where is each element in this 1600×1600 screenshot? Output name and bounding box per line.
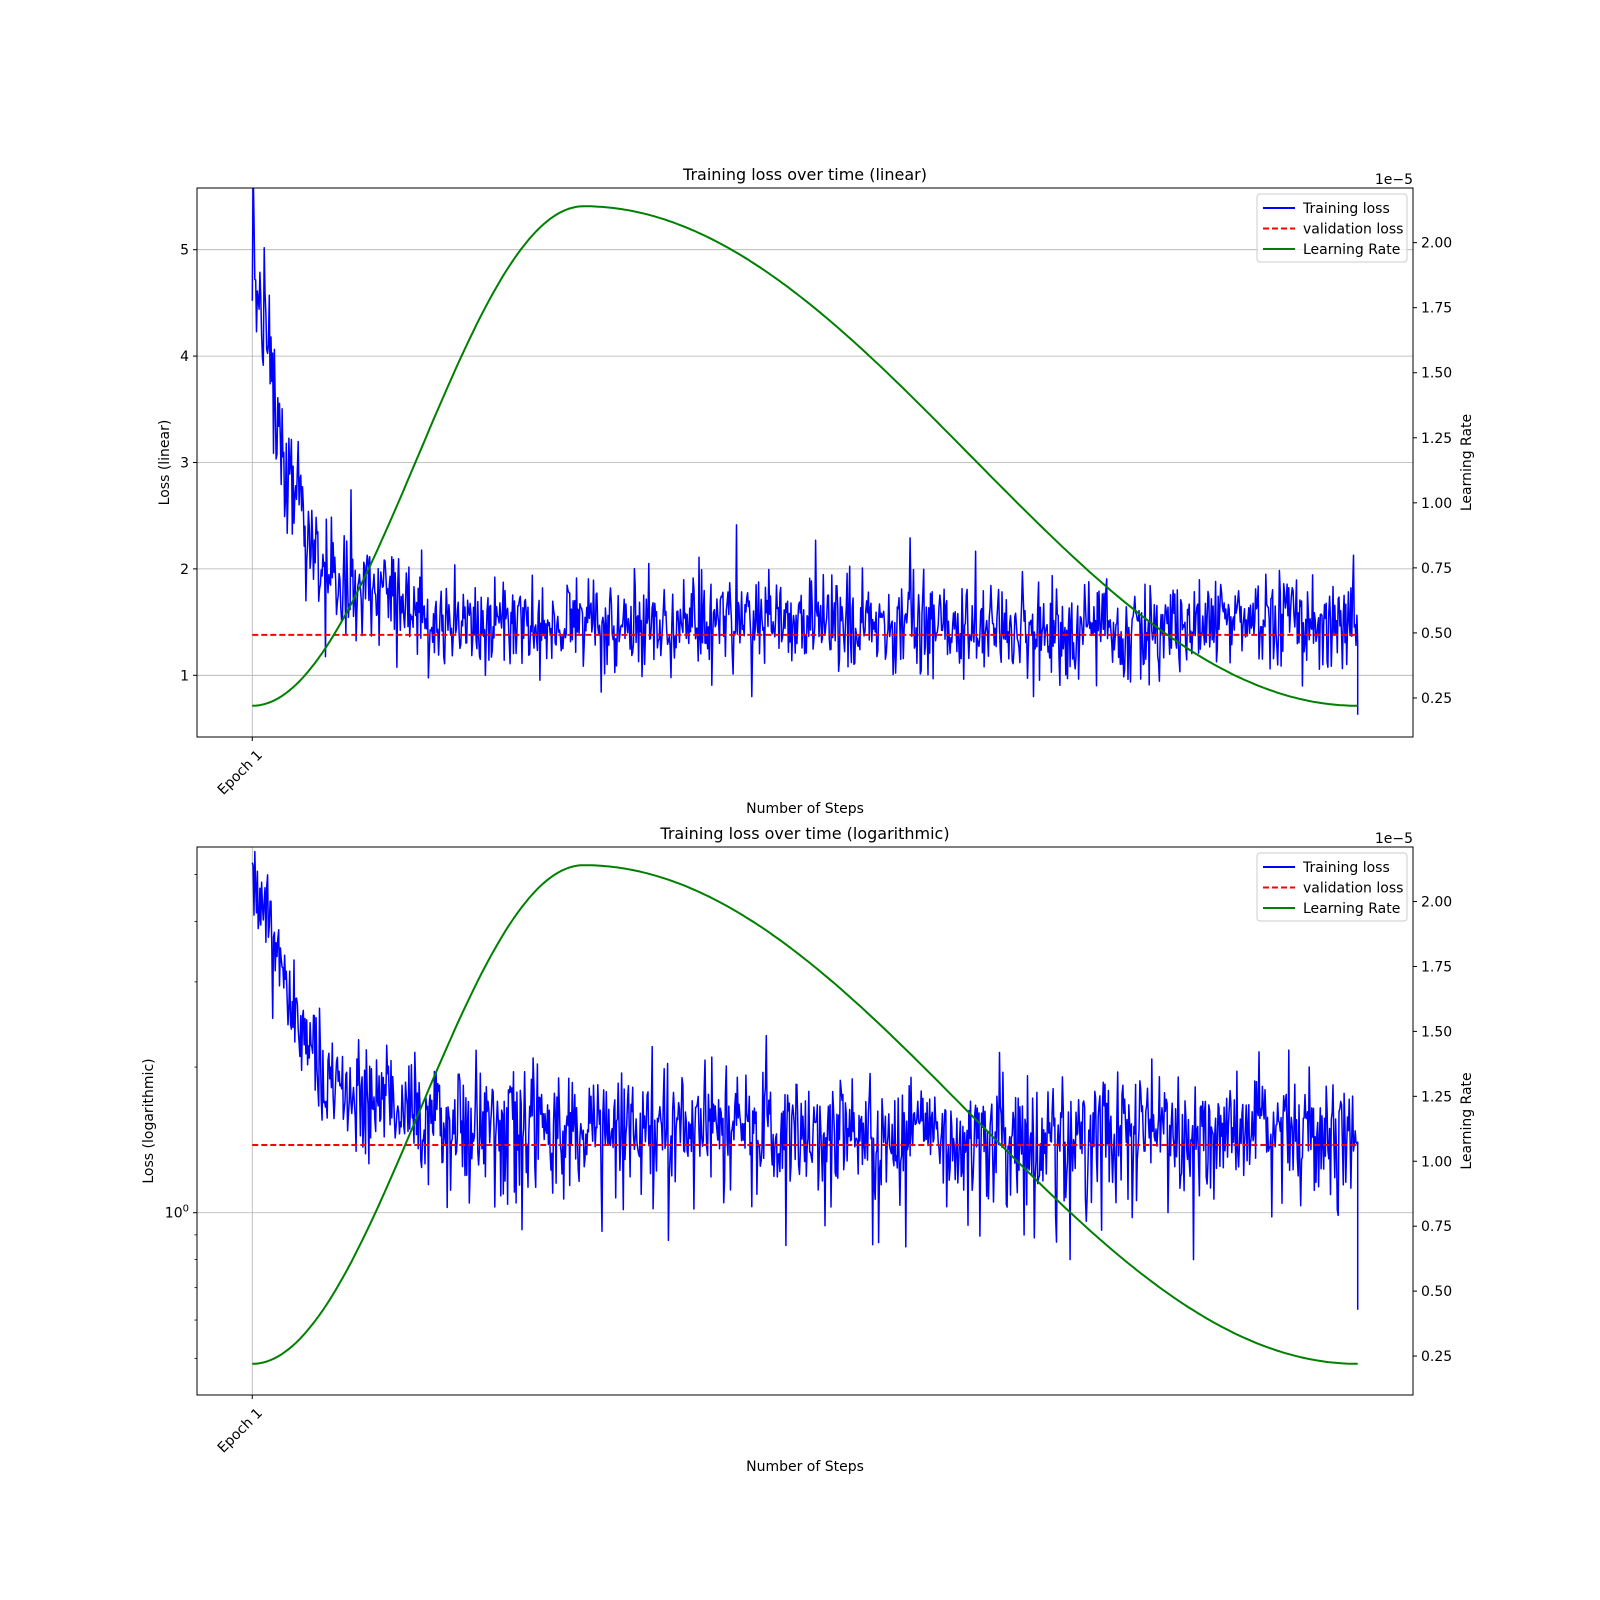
y2-tick-label: 1.00 [1421, 496, 1452, 512]
x-tick-label: Epoch 1 [215, 747, 266, 798]
y2-tick-label: 0.50 [1421, 626, 1452, 642]
y2-tick-label: 1.75 [1421, 959, 1452, 975]
y2-tick-label: 2.00 [1421, 895, 1452, 911]
legend-label: Training loss [1302, 201, 1390, 217]
series-line-training-loss [251, 188, 1359, 715]
y-axis-label: Loss (linear) [157, 420, 173, 506]
y2-tick-label: 0.25 [1421, 1349, 1452, 1365]
y2-tick-label: 1.25 [1421, 431, 1452, 447]
legend-box [1256, 193, 1408, 263]
y2-tick-label: 1.50 [1421, 366, 1452, 382]
y2-offset-text: 1e−5 [1375, 831, 1413, 847]
y2-tick-label: 1.00 [1421, 1154, 1452, 1170]
x-axis-label: Number of Steps [746, 801, 864, 817]
legend: Training loss validation loss Learning Rat… [1256, 852, 1408, 922]
y-tick-label-exponent: 0 [183, 1204, 189, 1215]
legend-label: validation loss [1303, 881, 1403, 897]
y2-axis-label: Learning Rate [1459, 414, 1475, 511]
x-tick-label: Epoch 1 [215, 1405, 266, 1456]
chart-panel-1: 1 2 3 4 5 0.25 0.50 0.75 1.00 1.25 1.50 1.75 2.00 1e−… [157, 165, 1475, 817]
plot-frame [196, 846, 1414, 1396]
legend-label: validation loss [1303, 222, 1403, 238]
y-tick-label: 100 [165, 1204, 189, 1222]
legend-label: Learning Rate [1303, 901, 1400, 917]
y2-tick-label: 0.75 [1421, 561, 1452, 577]
y2-offset-text: 1e−5 [1375, 172, 1413, 188]
y-tick-label-base: 10 [165, 1206, 183, 1222]
legend-label: Training loss [1302, 860, 1390, 876]
y-tick-label: 4 [180, 349, 189, 365]
series-line-learning-rate [252, 864, 1358, 1365]
y2-tick-label: 1.75 [1421, 301, 1452, 317]
legend-label: Learning Rate [1303, 242, 1400, 258]
y-tick-label: 5 [180, 243, 189, 259]
y2-tick-label: 1.25 [1421, 1089, 1452, 1105]
y2-tick-label: 2.00 [1421, 236, 1452, 252]
series-line-learning-rate [252, 205, 1358, 707]
series-line-training-loss [251, 850, 1359, 1310]
y2-tick-label: 0.25 [1421, 691, 1452, 707]
legend-box [1256, 852, 1408, 922]
y2-axis-label: Learning Rate [1459, 1072, 1475, 1169]
chart-title: Training loss over time (linear) [682, 165, 927, 184]
y-tick-label: 3 [180, 456, 189, 472]
plot-area [251, 188, 1359, 715]
y-axis-label: Loss (logarithmic) [141, 1058, 157, 1183]
y2-tick-label: 1.50 [1421, 1024, 1452, 1040]
chart-panel-2: 100 0.25 0.50 0.75 1.00 1.25 1.50 1.75 2.00 1e−5 E… [141, 824, 1475, 1475]
legend: Training loss validation loss Learning Rat… [1256, 193, 1408, 263]
x-axis-label: Number of Steps [746, 1459, 864, 1475]
plot-area [251, 850, 1359, 1365]
y2-tick-label: 0.50 [1421, 1284, 1452, 1300]
chart-title: Training loss over time (logarithmic) [659, 824, 949, 843]
y2-tick-label: 0.75 [1421, 1219, 1452, 1235]
y-tick-label: 2 [180, 562, 189, 578]
y-tick-label: 1 [180, 668, 189, 684]
